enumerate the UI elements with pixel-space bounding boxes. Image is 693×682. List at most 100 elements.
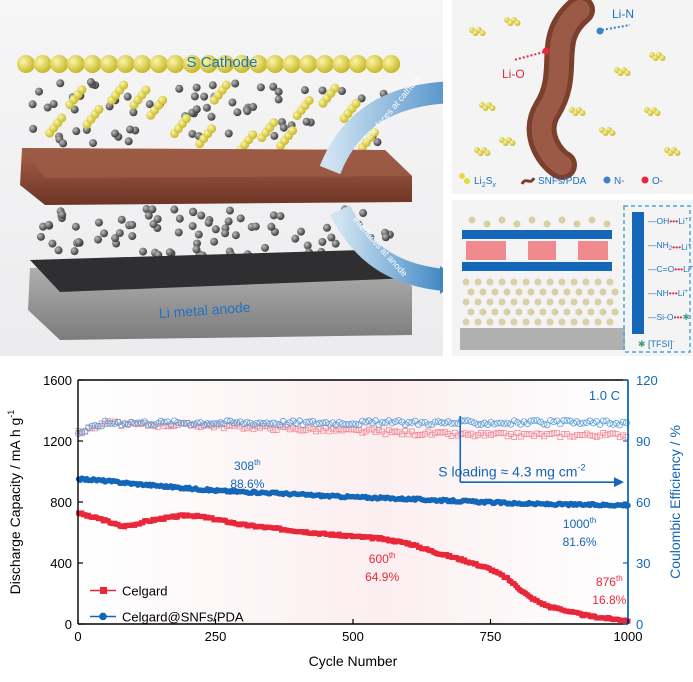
efficiency-point xyxy=(171,422,178,429)
efficiency-point xyxy=(366,426,372,433)
efficiency-point xyxy=(514,429,521,436)
efficiency-point xyxy=(85,424,92,432)
li-o-bond-label: Li-O xyxy=(502,67,525,81)
efficiency-point xyxy=(226,417,234,425)
efficiency-point xyxy=(78,428,86,436)
efficiency-point xyxy=(147,421,155,428)
efficiency-point xyxy=(316,420,323,427)
efficiency-point xyxy=(352,420,360,428)
efficiency-point xyxy=(570,419,577,427)
efficiency-point xyxy=(554,430,560,437)
cycle-annotation: 876th xyxy=(596,574,623,589)
efficiency-point xyxy=(134,419,142,427)
functional-group-label: —NH•••Li+ xyxy=(648,288,688,298)
retention-annotation: 64.9% xyxy=(365,570,399,584)
efficiency-point xyxy=(306,418,313,426)
efficiency-point xyxy=(389,429,395,436)
efficiency-point xyxy=(197,419,205,427)
cycling-performance-chart: 0 250 500 750 10000400800120016000306090120C… xyxy=(6,373,683,669)
li-n-bond-label: Li-N xyxy=(612,7,634,21)
cycle-annotation: 308th xyxy=(234,458,261,473)
efficiency-point xyxy=(547,417,554,424)
efficiency-point xyxy=(620,432,626,439)
separator-layer xyxy=(20,148,412,205)
efficiency-point xyxy=(580,432,587,438)
efficiency-point xyxy=(563,417,571,424)
efficiency-point xyxy=(395,417,403,424)
efficiency-point xyxy=(418,432,425,439)
chart-legend: Celgard Celgard@SNFs/PDA xyxy=(90,583,244,624)
efficiency-point xyxy=(613,430,620,437)
capacity-point xyxy=(500,572,506,578)
efficiency-point xyxy=(448,433,455,439)
legend-entry-label: Celgard xyxy=(122,583,168,598)
efficiency-point xyxy=(599,417,607,425)
efficiency-point xyxy=(431,418,439,426)
y-right-tick-label: 90 xyxy=(636,434,650,449)
efficiency-point xyxy=(543,421,551,429)
efficiency-point xyxy=(372,417,379,425)
efficiency-point xyxy=(154,419,162,427)
efficiency-point xyxy=(302,418,310,426)
efficiency-point xyxy=(98,422,106,430)
efficiency-point xyxy=(94,422,102,430)
efficiency-point xyxy=(253,419,261,427)
efficiency-point xyxy=(465,432,471,438)
efficiency-point xyxy=(547,431,554,438)
efficiency-point xyxy=(349,420,356,428)
efficiency-point xyxy=(557,434,564,440)
efficiency-point xyxy=(267,425,273,432)
efficiency-point xyxy=(336,426,343,433)
efficiency-point xyxy=(399,431,405,438)
functional-group-label: —Si-O•••✱ xyxy=(648,312,690,322)
efficiency-point xyxy=(91,422,99,429)
efficiency-point xyxy=(441,419,449,427)
y-left-tick-label: 1200 xyxy=(43,434,72,449)
y-left-axis-label: Discharge Capacity / mA h g-1 xyxy=(6,410,23,595)
efficiency-point xyxy=(329,419,337,427)
efficiency-point xyxy=(530,417,538,424)
efficiency-point xyxy=(415,431,422,438)
efficiency-point xyxy=(342,426,349,432)
efficiency-point xyxy=(587,432,593,439)
efficiency-point xyxy=(461,417,469,425)
efficiency-point xyxy=(448,419,455,427)
efficiency-point xyxy=(372,429,379,436)
efficiency-point xyxy=(405,419,412,426)
efficiency-point xyxy=(521,431,527,437)
efficiency-point xyxy=(368,419,376,427)
x-tick-label: 1000 xyxy=(614,629,643,644)
y-left-tick-label: 1600 xyxy=(43,373,72,388)
efficiency-point xyxy=(550,418,558,426)
efficiency-point xyxy=(576,420,584,428)
efficiency-point xyxy=(127,418,135,426)
efficiency-point xyxy=(464,417,472,425)
efficiency-point xyxy=(438,419,445,426)
anode-interface-inset: —OH•••Li+ —NH2•••Li+ —C=O•••Li+ —NH•••Li+ —S… xyxy=(452,200,693,356)
efficiency-point xyxy=(494,419,502,427)
efficiency-point xyxy=(161,423,168,430)
retention-annotation: 88.6% xyxy=(230,477,264,491)
x-axis-label: Cycle Number xyxy=(309,653,398,669)
efficiency-point xyxy=(619,418,627,426)
y-right-tick-label: 0 xyxy=(636,617,643,632)
efficiency-point xyxy=(257,424,263,431)
cycle-annotation: 600th xyxy=(369,551,396,566)
efficiency-point xyxy=(471,419,478,427)
x-tick-label: 250 xyxy=(205,629,227,644)
efficiency-point xyxy=(457,417,465,425)
efficiency-point xyxy=(270,427,277,434)
efficiency-point xyxy=(580,419,587,427)
efficiency-point xyxy=(358,417,366,425)
efficiency-point xyxy=(266,420,274,428)
loading-label: S loading ≈ 4.3 mg cm-2 xyxy=(438,463,585,480)
x-tick-label: 500 xyxy=(342,629,364,644)
efficiency-point xyxy=(498,429,504,436)
efficiency-point xyxy=(137,419,145,427)
efficiency-point xyxy=(527,417,535,425)
efficiency-point xyxy=(236,418,244,426)
polysulfide-clusters xyxy=(45,80,379,155)
efficiency-point xyxy=(392,428,399,435)
efficiency-point xyxy=(240,425,247,432)
efficiency-point xyxy=(491,430,498,437)
